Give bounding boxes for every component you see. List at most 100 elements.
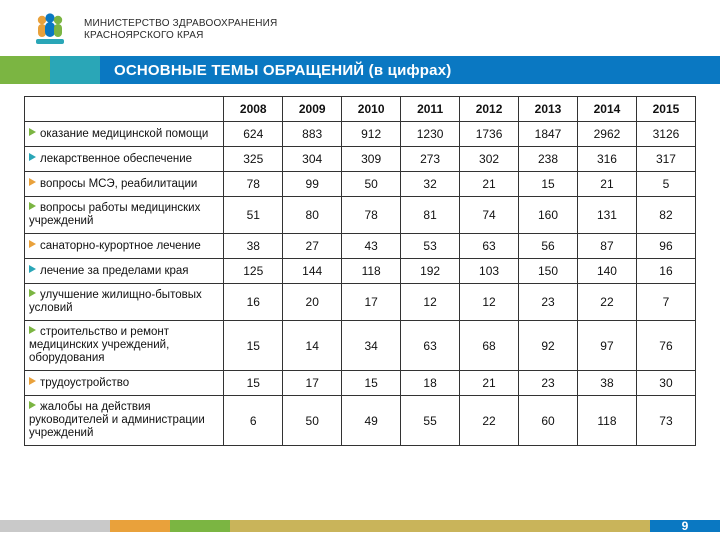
data-cell: 22 bbox=[460, 396, 519, 446]
data-cell: 22 bbox=[577, 284, 636, 321]
data-cell: 50 bbox=[283, 396, 342, 446]
data-cell: 103 bbox=[460, 259, 519, 284]
row-label-text: вопросы работы медицинских учреждений bbox=[29, 202, 200, 227]
row-label: улучшение жилищно-бытовых условий bbox=[25, 284, 224, 321]
data-cell: 81 bbox=[401, 197, 460, 234]
row-label-text: строительство и ремонт медицинских учреж… bbox=[29, 326, 169, 364]
data-cell: 18 bbox=[401, 371, 460, 396]
data-cell: 150 bbox=[519, 259, 578, 284]
column-header: 2008 bbox=[224, 97, 283, 122]
table-row: санаторно-курортное лечение3827435363568… bbox=[25, 234, 696, 259]
ministry-name: МИНИСТЕРСТВО ЗДРАВООХРАНЕНИЯ КРАСНОЯРСКО… bbox=[84, 18, 277, 42]
data-cell: 1230 bbox=[401, 122, 460, 147]
data-cell: 15 bbox=[342, 371, 401, 396]
row-label: лечение за пределами края bbox=[25, 259, 224, 284]
data-cell: 87 bbox=[577, 234, 636, 259]
row-label-text: санаторно-курортное лечение bbox=[40, 240, 201, 252]
column-header: 2012 bbox=[460, 97, 519, 122]
data-cell: 6 bbox=[224, 396, 283, 446]
data-cell: 192 bbox=[401, 259, 460, 284]
data-cell: 238 bbox=[519, 147, 578, 172]
table-row: строительство и ремонт медицинских учреж… bbox=[25, 321, 696, 371]
ministry-line2: КРАСНОЯРСКОГО КРАЯ bbox=[84, 30, 277, 42]
data-cell: 50 bbox=[342, 172, 401, 197]
data-cell: 316 bbox=[577, 147, 636, 172]
data-cell: 15 bbox=[224, 321, 283, 371]
data-cell: 92 bbox=[519, 321, 578, 371]
page-title: ОСНОВНЫЕ ТЕМЫ ОБРАЩЕНИЙ (в цифрах) bbox=[100, 56, 720, 84]
row-label-text: трудоустройство bbox=[40, 377, 129, 389]
ministry-line1: МИНИСТЕРСТВО ЗДРАВООХРАНЕНИЯ bbox=[84, 18, 277, 30]
data-cell: 27 bbox=[283, 234, 342, 259]
data-cell: 118 bbox=[342, 259, 401, 284]
table-row: оказание медицинской помощи6248839121230… bbox=[25, 122, 696, 147]
row-label: лекарственное обеспечение bbox=[25, 147, 224, 172]
column-header: 2015 bbox=[636, 97, 695, 122]
data-cell: 38 bbox=[577, 371, 636, 396]
page-number: 9 bbox=[682, 519, 689, 533]
data-cell: 1847 bbox=[519, 122, 578, 147]
bullet-arrow-icon bbox=[29, 265, 36, 273]
title-stub bbox=[0, 56, 100, 84]
footer-stripe bbox=[0, 520, 720, 532]
row-label-text: жалобы на действия руководителей и админ… bbox=[29, 401, 205, 439]
data-cell: 97 bbox=[577, 321, 636, 371]
data-cell: 96 bbox=[636, 234, 695, 259]
data-cell: 160 bbox=[519, 197, 578, 234]
data-cell: 14 bbox=[283, 321, 342, 371]
data-cell: 74 bbox=[460, 197, 519, 234]
data-cell: 273 bbox=[401, 147, 460, 172]
data-cell: 912 bbox=[342, 122, 401, 147]
bullet-arrow-icon bbox=[29, 326, 36, 334]
table-row: лекарственное обеспечение325304309273302… bbox=[25, 147, 696, 172]
data-cell: 3126 bbox=[636, 122, 695, 147]
data-cell: 5 bbox=[636, 172, 695, 197]
data-cell: 304 bbox=[283, 147, 342, 172]
table-row: лечение за пределами края 125144118192103… bbox=[25, 259, 696, 284]
table-row: вопросы МСЭ, реабилитации789950322115215 bbox=[25, 172, 696, 197]
data-cell: 7 bbox=[636, 284, 695, 321]
row-label-text: лекарственное обеспечение bbox=[40, 153, 192, 165]
data-cell: 309 bbox=[342, 147, 401, 172]
data-cell: 78 bbox=[224, 172, 283, 197]
data-cell: 76 bbox=[636, 321, 695, 371]
row-label-text: лечение за пределами края bbox=[40, 265, 189, 277]
column-header: 2009 bbox=[283, 97, 342, 122]
bullet-arrow-icon bbox=[29, 153, 36, 161]
row-label: оказание медицинской помощи bbox=[25, 122, 224, 147]
data-cell: 68 bbox=[460, 321, 519, 371]
bullet-arrow-icon bbox=[29, 128, 36, 136]
data-cell: 55 bbox=[401, 396, 460, 446]
bullet-arrow-icon bbox=[29, 401, 36, 409]
column-header: 2010 bbox=[342, 97, 401, 122]
bullet-arrow-icon bbox=[29, 240, 36, 248]
data-cell: 140 bbox=[577, 259, 636, 284]
data-cell: 53 bbox=[401, 234, 460, 259]
data-cell: 21 bbox=[577, 172, 636, 197]
row-label: жалобы на действия руководителей и админ… bbox=[25, 396, 224, 446]
data-table: 20082009201020112012201320142015 оказани… bbox=[24, 96, 696, 446]
data-cell: 99 bbox=[283, 172, 342, 197]
row-label: строительство и ремонт медицинских учреж… bbox=[25, 321, 224, 371]
table-row: вопросы работы медицинских учреждений518… bbox=[25, 197, 696, 234]
bullet-arrow-icon bbox=[29, 202, 36, 210]
data-cell: 16 bbox=[636, 259, 695, 284]
bullet-arrow-icon bbox=[29, 178, 36, 186]
data-cell: 32 bbox=[401, 172, 460, 197]
data-cell: 144 bbox=[283, 259, 342, 284]
title-bar: ОСНОВНЫЕ ТЕМЫ ОБРАЩЕНИЙ (в цифрах) bbox=[0, 56, 720, 84]
row-label: вопросы МСЭ, реабилитации bbox=[25, 172, 224, 197]
data-cell: 12 bbox=[401, 284, 460, 321]
row-label-text: оказание медицинской помощи bbox=[40, 128, 208, 140]
data-cell: 125 bbox=[224, 259, 283, 284]
data-cell: 317 bbox=[636, 147, 695, 172]
data-cell: 23 bbox=[519, 284, 578, 321]
table-row: жалобы на действия руководителей и админ… bbox=[25, 396, 696, 446]
data-cell: 20 bbox=[283, 284, 342, 321]
row-label: санаторно-курортное лечение bbox=[25, 234, 224, 259]
data-cell: 34 bbox=[342, 321, 401, 371]
data-cell: 17 bbox=[342, 284, 401, 321]
data-cell: 21 bbox=[460, 172, 519, 197]
data-cell: 17 bbox=[283, 371, 342, 396]
data-cell: 60 bbox=[519, 396, 578, 446]
